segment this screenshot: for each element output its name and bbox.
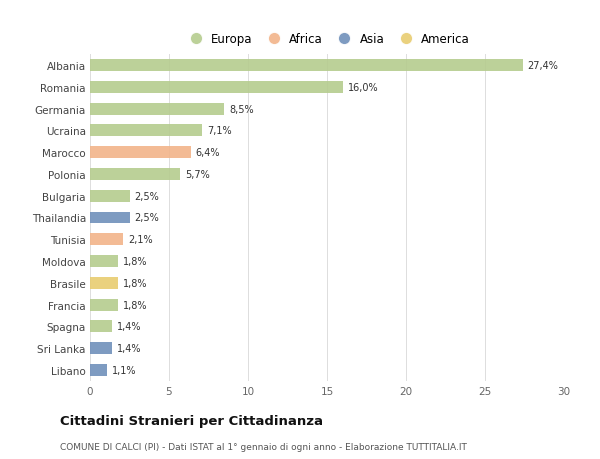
- Text: 1,8%: 1,8%: [123, 278, 148, 288]
- Text: 2,5%: 2,5%: [134, 191, 159, 202]
- Text: 2,1%: 2,1%: [128, 235, 152, 245]
- Bar: [90, 125, 202, 137]
- Bar: [90, 168, 180, 180]
- Bar: [90, 277, 118, 289]
- Bar: [90, 299, 118, 311]
- Text: 2,5%: 2,5%: [134, 213, 159, 223]
- Bar: [90, 321, 112, 333]
- Text: COMUNE DI CALCI (PI) - Dati ISTAT al 1° gennaio di ogni anno - Elaborazione TUTT: COMUNE DI CALCI (PI) - Dati ISTAT al 1° …: [60, 442, 467, 451]
- Text: 8,5%: 8,5%: [229, 104, 254, 114]
- Text: 1,4%: 1,4%: [117, 343, 142, 353]
- Bar: [90, 212, 130, 224]
- Bar: [90, 256, 118, 268]
- Bar: [90, 82, 343, 94]
- Bar: [90, 364, 107, 376]
- Text: 1,1%: 1,1%: [112, 365, 137, 375]
- Bar: [90, 147, 191, 159]
- Text: Cittadini Stranieri per Cittadinanza: Cittadini Stranieri per Cittadinanza: [60, 414, 323, 428]
- Bar: [90, 60, 523, 72]
- Text: 16,0%: 16,0%: [347, 83, 378, 93]
- Legend: Europa, Africa, Asia, America: Europa, Africa, Asia, America: [179, 28, 475, 51]
- Bar: [90, 342, 112, 354]
- Text: 1,8%: 1,8%: [123, 300, 148, 310]
- Text: 27,4%: 27,4%: [527, 61, 559, 71]
- Text: 1,4%: 1,4%: [117, 322, 142, 332]
- Bar: [90, 103, 224, 115]
- Bar: [90, 234, 123, 246]
- Text: 6,4%: 6,4%: [196, 148, 220, 158]
- Text: 5,7%: 5,7%: [185, 169, 209, 179]
- Bar: [90, 190, 130, 202]
- Text: 7,1%: 7,1%: [207, 126, 232, 136]
- Text: 1,8%: 1,8%: [123, 257, 148, 267]
